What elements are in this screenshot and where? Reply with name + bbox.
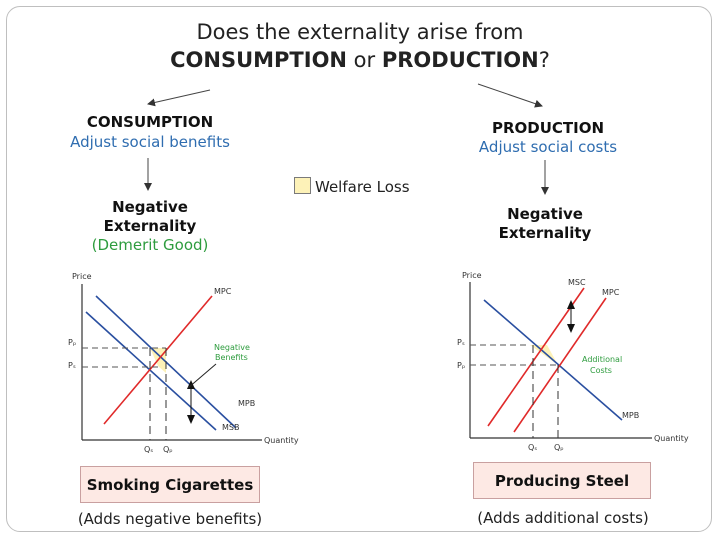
additional-costs-line1: Additional (582, 355, 622, 364)
arrow-to-production (477, 83, 543, 108)
demerit-good-label: (Demerit Good) (91, 236, 209, 254)
production-mpc-label: MPC (602, 288, 620, 297)
msb-curve (85, 311, 217, 431)
consumption-quantity-label: Quantity (264, 436, 299, 445)
consumption-mpc-label: MPC (214, 287, 232, 296)
consumption-note: (Adds negative benefits) (77, 510, 263, 528)
production-price-label: Price (462, 271, 482, 280)
title-or: or (347, 48, 382, 72)
legend-label: Welfare Loss (315, 178, 410, 196)
smoking-cigarettes-box: Smoking Cigarettes (80, 466, 260, 503)
negative-benefits-line1: Negative (214, 343, 250, 352)
production-negative-line1: Negative (507, 205, 583, 223)
production-heading: PRODUCTION (491, 119, 605, 137)
arrow-to-consumption (147, 89, 211, 107)
consumption-negative-externality: Negative Externality (75, 198, 225, 236)
production-negative-externality: Negative Externality (470, 205, 620, 243)
production-gap-arrow-down (567, 324, 575, 333)
consumption-ps-label: Pₛ (68, 361, 76, 370)
production-qs-label: Qₛ (528, 443, 537, 452)
consumption-subheading: Adjust social benefits (70, 133, 230, 151)
consumption-gap-arrow-down (187, 415, 195, 424)
production-qp-label: Qₚ (554, 443, 564, 452)
consumption-qp-label: Qₚ (163, 445, 173, 454)
slide-frame (6, 6, 712, 532)
production-quantity-label: Quantity (654, 434, 689, 443)
welfare-loss-swatch (294, 177, 311, 194)
production-note: (Adds additional costs) (477, 509, 649, 527)
production-subheading: Adjust social costs (478, 138, 618, 156)
title-question: ? (538, 48, 550, 72)
consumption-qs-label: Qₛ (144, 445, 153, 454)
production-mpb-label: MPB (622, 411, 639, 420)
msb-label: MSB (222, 423, 239, 432)
negative-benefits-pointer (187, 363, 217, 389)
legend-welfare-loss: Welfare Loss (294, 177, 410, 196)
mpb-label: MPB (238, 399, 255, 408)
production-negative-line2: Externality (498, 224, 592, 242)
production-gap-arrow-up (567, 300, 575, 309)
consumption-heading: CONSUMPTION (86, 113, 214, 131)
negative-benefits-line2: Benefits (215, 353, 248, 362)
production-welfare-loss-area (530, 345, 558, 365)
msc-curve (487, 287, 585, 427)
title-line-2: CONSUMPTION or PRODUCTION? (0, 48, 720, 72)
production-pp-label: Pₚ (457, 361, 465, 370)
additional-costs-line2: Costs (590, 366, 612, 375)
consumption-negative-line1: Negative (112, 198, 188, 216)
title-production: PRODUCTION (381, 48, 539, 72)
title-consumption: CONSUMPTION (170, 48, 347, 72)
consumption-pp-label: Pₚ (68, 338, 76, 347)
production-chart: Price Quantity MSC MPC MPB Pₛ Pₚ Qₛ Qₚ A… (457, 271, 689, 452)
title-line-1: Does the externality arise from (196, 20, 524, 44)
production-ps-label: Pₛ (457, 338, 465, 347)
consumption-mpc-curve (103, 295, 213, 425)
consumption-price-label: Price (72, 272, 92, 281)
consumption-chart: Price Quantity MPC MPB MSB Pₚ Pₛ Qₛ Qₚ N… (68, 272, 299, 454)
production-mpb-curve (483, 299, 623, 421)
production-mpc-curve (513, 297, 607, 433)
producing-steel-box: Producing Steel (473, 462, 651, 499)
consumption-negative-line2: Externality (103, 217, 197, 235)
msc-label: MSC (568, 278, 586, 287)
